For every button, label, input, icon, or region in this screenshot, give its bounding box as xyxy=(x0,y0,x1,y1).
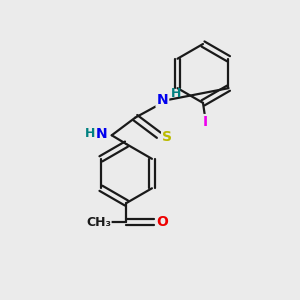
Text: N: N xyxy=(157,93,168,107)
Text: O: O xyxy=(157,215,169,229)
Text: H: H xyxy=(171,87,181,100)
Text: CH₃: CH₃ xyxy=(86,216,111,229)
Text: S: S xyxy=(162,130,172,144)
Text: H: H xyxy=(85,127,96,140)
Text: N: N xyxy=(96,127,107,141)
Text: I: I xyxy=(203,115,208,129)
